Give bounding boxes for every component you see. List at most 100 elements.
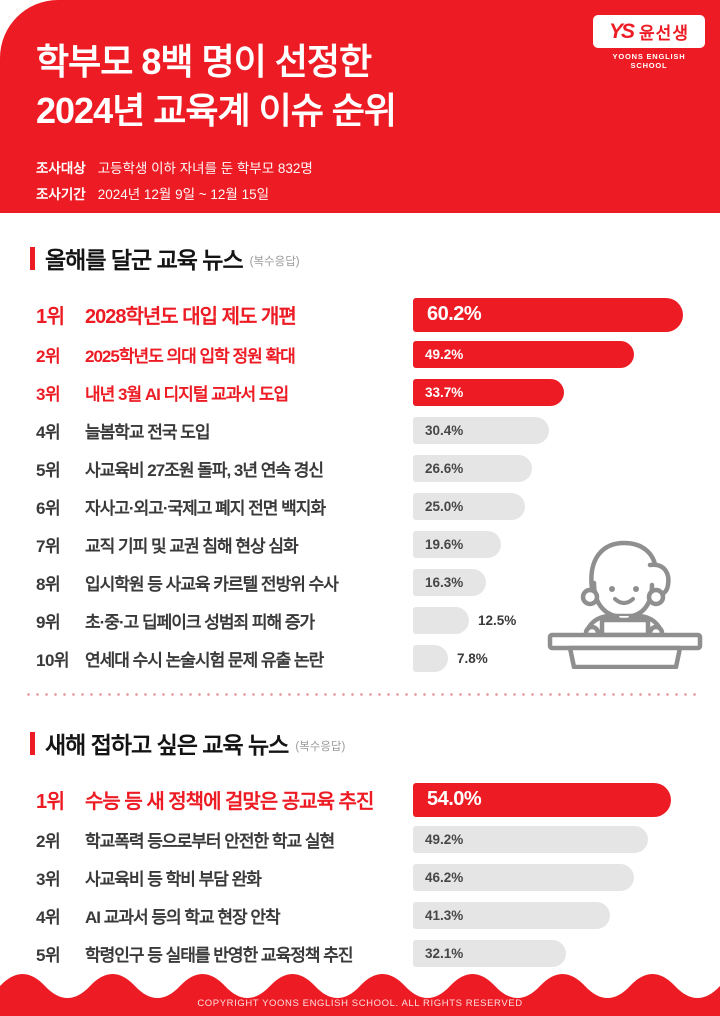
- survey-target-label: 조사대상: [36, 160, 86, 176]
- percentage-value: 7.8%: [457, 650, 488, 666]
- chart-row: 2위 2025학년도 의대 입학 정원 확대 49.2%: [30, 335, 720, 373]
- bar-track: 7.8%: [413, 644, 720, 672]
- percentage-bar: 33.7%: [413, 378, 564, 406]
- issue-label: 초·중·고 딥페이크 성범죄 피해 증가: [85, 612, 315, 632]
- yoons-logo: YS 윤선생 YOONS ENGLISH SCHOOL: [593, 15, 705, 70]
- bar-track: 33.7%: [413, 378, 720, 406]
- yoons-logo-korean: 윤선생: [639, 24, 689, 43]
- section-new-year-header: 새해 접하고 싶은 교육 뉴스 (복수응답): [30, 726, 720, 760]
- section-this-year-header: 올해를 달군 교육 뉴스 (복수응답): [30, 241, 720, 275]
- rank-label: 2위: [36, 831, 61, 851]
- percentage-bar: 54.0%: [413, 782, 671, 817]
- new-year-chart: 1위 수능 등 새 정책에 걸맞은 공교육 추진 54.0% 2위 학교폭력 등으로부터…: [30, 779, 720, 972]
- percentage-bar: 19.6%: [413, 530, 501, 558]
- issue-label: 늘봄학교 전국 도입: [85, 422, 211, 442]
- percentage-value: 19.6%: [425, 536, 464, 552]
- page-title-line2: 2024년 교육계 이슈 순위: [36, 89, 397, 131]
- rank-label: 2위: [36, 346, 61, 366]
- section-this-year-title: 올해를 달군 교육 뉴스: [45, 247, 244, 273]
- issue-label: 사교육비 27조원 돌파, 3년 연속 경신: [85, 460, 324, 480]
- dotted-divider: [24, 693, 702, 696]
- percentage-value: 46.2%: [425, 869, 464, 885]
- page-title: 학부모 8백 명이 선정한 2024년 교육계 이슈 순위: [36, 38, 684, 136]
- bar-track: 49.2%: [413, 340, 720, 368]
- chart-row: 10위 연세대 수시 논술시험 문제 유출 논란 7.8%: [30, 639, 720, 677]
- percentage-bar: 16.3%: [413, 568, 486, 596]
- percentage-bar: [413, 606, 469, 634]
- chart-row: 2위 학교폭력 등으로부터 안전한 학교 실현 49.2%: [30, 820, 720, 858]
- chart-row: 5위 학령인구 등 실태를 반영한 교육정책 추진 32.1%: [30, 934, 720, 972]
- rank-label: 10위: [36, 650, 70, 670]
- chart-row: 1위 2028학년도 대입 제도 개편 60.2%: [30, 294, 720, 335]
- section-marker-icon: [30, 731, 35, 755]
- survey-target-value: 고등학생 이하 자녀를 둔 학부모 832명: [97, 160, 313, 176]
- chart-row: 5위 사교육비 27조원 돌파, 3년 연속 경신 26.6%: [30, 449, 720, 487]
- rank-label: 8위: [36, 574, 61, 594]
- percentage-value: 30.4%: [425, 422, 464, 438]
- percentage-bar: 26.6%: [413, 454, 532, 482]
- issue-label: 연세대 수시 논술시험 문제 유출 논란: [85, 650, 324, 670]
- rank-label: 9위: [36, 612, 61, 632]
- page-title-line1: 학부모 8백 명이 선정한: [36, 41, 372, 82]
- percentage-bar: 41.3%: [413, 901, 610, 929]
- bar-track: 19.6%: [413, 530, 720, 558]
- survey-period-value: 2024년 12월 9일 ~ 12월 15일: [97, 187, 270, 203]
- rank-label: 5위: [36, 945, 61, 965]
- issue-label: 입시학원 등 사교육 카르텔 전방위 수사: [85, 574, 339, 594]
- teacher-at-desk-illustration: [547, 540, 703, 669]
- bar-track: 54.0%: [413, 782, 720, 817]
- bar-track: 60.2%: [413, 297, 720, 332]
- rank-label: 6위: [36, 498, 61, 518]
- rank-label: 1위: [36, 306, 65, 328]
- percentage-bar: 46.2%: [413, 863, 634, 891]
- chart-row: 9위 초·중·고 딥페이크 성범죄 피해 증가 12.5%: [30, 601, 720, 639]
- chart-row: 3위 사교육비 등 학비 부담 완화 46.2%: [30, 858, 720, 896]
- percentage-bar: 32.1%: [413, 939, 566, 967]
- issue-label: 학령인구 등 실태를 반영한 교육정책 추진: [85, 945, 354, 965]
- survey-period-label: 조사기간: [36, 187, 86, 203]
- percentage-value: 33.7%: [425, 384, 464, 400]
- issue-label: 내년 3월 AI 디지털 교과서 도입: [85, 384, 289, 404]
- percentage-value: 32.1%: [425, 945, 464, 961]
- yoons-logo-monogram: YS: [609, 19, 635, 43]
- chart-row: 8위 입시학원 등 사교육 카르텔 전방위 수사 16.3%: [30, 563, 720, 601]
- percentage-bar: [413, 644, 448, 672]
- section-new-year-title: 새해 접하고 싶은 교육 뉴스: [45, 732, 289, 758]
- percentage-value: 54.0%: [427, 788, 482, 810]
- percentage-value: 49.2%: [425, 346, 464, 362]
- section-this-year-news: 올해를 달군 교육 뉴스 (복수응답) 1위 2028학년도 대입 제도 개편 60…: [24, 241, 720, 696]
- chart-row: 4위 늘봄학교 전국 도입 30.4%: [30, 411, 720, 449]
- bar-track: 49.2%: [413, 825, 720, 853]
- percentage-value: 25.0%: [425, 498, 464, 514]
- percentage-bar: 30.4%: [413, 416, 549, 444]
- copyright-text: COPYRIGHT YOONS ENGLISH SCHOOL. ALL RIGH…: [197, 998, 523, 1009]
- footer-band: COPYRIGHT YOONS ENGLISH SCHOOL. ALL RIGH…: [0, 968, 720, 1016]
- percentage-bar: 60.2%: [413, 297, 683, 332]
- survey-target-row: 조사대상 고등학생 이하 자녀를 둔 학부모 832명: [36, 156, 684, 182]
- issue-label: 자사고·외고·국제고 폐지 전면 백지화: [85, 498, 326, 518]
- rank-label: 7위: [36, 536, 61, 556]
- chart-row: 4위 AI 교과서 등의 학교 현장 안착 41.3%: [30, 896, 720, 934]
- percentage-value: 60.2%: [427, 303, 482, 325]
- rank-label: 3위: [36, 384, 61, 404]
- issue-label: 2025학년도 의대 입학 정원 확대: [85, 346, 296, 366]
- wave-edge: [0, 974, 720, 1016]
- chart-row: 3위 내년 3월 AI 디지털 교과서 도입 33.7%: [30, 373, 720, 411]
- bar-track: 26.6%: [413, 454, 720, 482]
- issue-label: 교직 기피 및 교권 침해 현상 심화: [85, 536, 299, 556]
- rank-label: 4위: [36, 907, 61, 927]
- survey-period-row: 조사기간 2024년 12월 9일 ~ 12월 15일: [36, 182, 684, 208]
- section-marker-icon: [30, 246, 35, 270]
- chart-row: 1위 수능 등 새 정책에 걸맞은 공교육 추진 54.0%: [30, 779, 720, 820]
- issue-label: 수능 등 새 정책에 걸맞은 공교육 추진: [85, 791, 374, 813]
- percentage-value: 41.3%: [425, 907, 464, 923]
- bar-track: 16.3%: [413, 568, 720, 596]
- issue-label: 2028학년도 대입 제도 개편: [85, 306, 297, 328]
- bar-track: 46.2%: [413, 863, 720, 891]
- bar-track: 25.0%: [413, 492, 720, 520]
- percentage-value: 12.5%: [478, 612, 517, 628]
- percentage-bar: 49.2%: [413, 340, 634, 368]
- this-year-chart: 1위 2028학년도 대입 제도 개편 60.2% 2위 2025학년도 의대 입학 정…: [30, 294, 720, 677]
- issue-label: AI 교과서 등의 학교 현장 안착: [85, 907, 281, 927]
